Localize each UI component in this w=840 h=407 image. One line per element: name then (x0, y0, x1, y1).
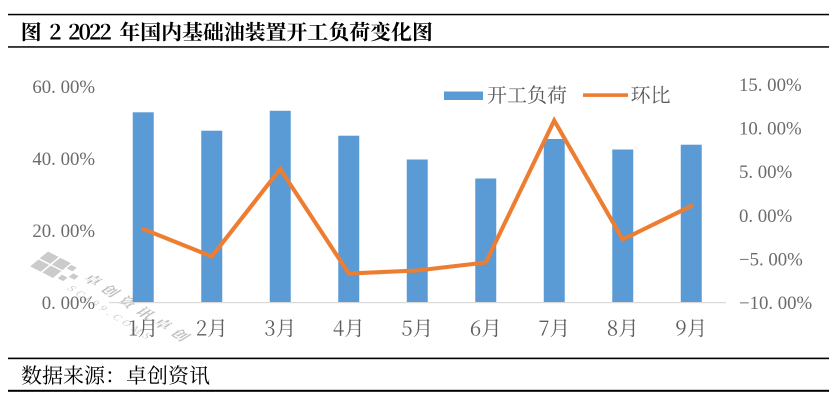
svg-text:60. 00%: 60. 00% (32, 77, 95, 98)
svg-text:5. 00%: 5. 00% (739, 162, 792, 183)
svg-text:10. 00%: 10. 00% (739, 119, 802, 140)
svg-text:0. 00%: 0. 00% (739, 206, 792, 227)
svg-text:−10. 00%: −10. 00% (739, 293, 812, 314)
svg-text:40. 00%: 40. 00% (32, 149, 95, 170)
svg-text:0. 00%: 0. 00% (42, 293, 95, 314)
svg-text:15. 00%: 15. 00% (739, 75, 802, 96)
svg-text:−5. 00%: −5. 00% (739, 249, 803, 270)
svg-text:20. 00%: 20. 00% (32, 221, 95, 242)
